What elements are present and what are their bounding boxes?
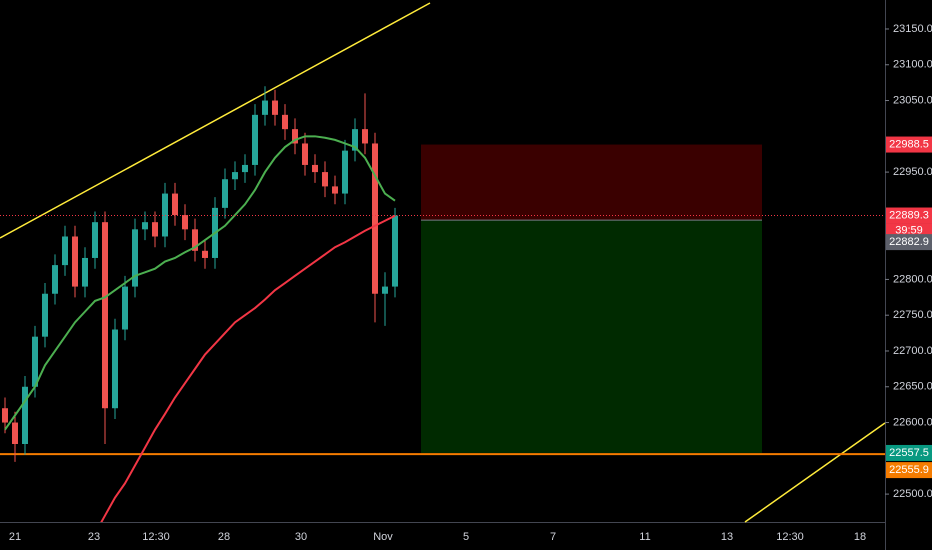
y-tick-label: 22950.0	[893, 166, 932, 178]
x-tick-label: 12:30	[776, 531, 804, 543]
candle-body	[312, 164, 318, 173]
candle-body	[132, 229, 138, 287]
candle-body	[202, 250, 208, 258]
candle-body	[62, 236, 68, 266]
price-badge	[886, 207, 932, 224]
y-tick-label: 23050.0	[893, 94, 932, 106]
candle-body	[332, 186, 338, 194]
price-badge-label: 22555.9	[889, 464, 929, 476]
candle-body	[92, 222, 98, 258]
candle-body	[152, 222, 158, 237]
y-tick-label: 22750.0	[893, 309, 932, 321]
y-tick-label: 22500.0	[893, 488, 932, 500]
candle-body	[352, 129, 358, 151]
price-badge	[886, 462, 932, 479]
candle-body	[112, 329, 118, 409]
candle-body	[342, 150, 348, 194]
x-tick-label: 11	[639, 531, 650, 543]
candle-body	[22, 386, 28, 445]
x-tick-label: 30	[295, 531, 307, 543]
candle-body	[292, 129, 298, 144]
x-tick-label: 21	[9, 531, 21, 543]
y-tick-label: 23150.0	[893, 23, 932, 35]
price-badge-label: 22557.5	[889, 447, 929, 459]
stop-zone	[421, 144, 762, 221]
moving-average	[4, 135, 396, 431]
candle-body	[242, 164, 248, 173]
candle-body	[172, 193, 178, 216]
candle-body	[282, 114, 288, 130]
candle-body	[222, 179, 228, 208]
candle-body	[2, 408, 8, 423]
candle-body	[252, 114, 258, 165]
countdown-badge	[886, 223, 932, 238]
candle-body	[102, 222, 108, 409]
candle-body	[52, 265, 58, 294]
y-tick-label: 22800.0	[893, 273, 932, 285]
candle-body	[122, 286, 128, 330]
candle-body	[272, 100, 278, 115]
price-badge	[886, 444, 932, 461]
candle-body	[182, 215, 188, 230]
candle-body	[12, 422, 18, 445]
candle-body	[392, 215, 398, 287]
y-tick-label: 22600.0	[893, 416, 932, 428]
x-tick-label: 28	[218, 531, 230, 543]
price-badge-label: 22889.3	[889, 209, 929, 221]
candle-body	[262, 100, 268, 115]
target-zone	[421, 220, 762, 453]
candle-body	[362, 129, 368, 144]
trend-line	[0, 2, 431, 239]
y-tick-label: 23100.0	[893, 59, 932, 71]
candle-body	[162, 193, 168, 237]
candle-body	[192, 229, 198, 251]
candle-body	[232, 172, 238, 180]
candle-body	[382, 286, 388, 294]
price-badge	[886, 234, 932, 251]
x-tick-label: Nov	[373, 531, 393, 543]
x-tick-label: 23	[88, 531, 100, 543]
candle-body	[82, 257, 88, 287]
moving-average	[100, 214, 396, 522]
price-badge	[886, 136, 932, 153]
candle-body	[32, 336, 38, 387]
countdown-label: 39:59	[895, 224, 923, 236]
candle-body	[72, 236, 78, 287]
x-tick-label: 18	[854, 531, 866, 543]
candle-body	[302, 143, 308, 165]
x-tick-label: 13	[721, 531, 733, 543]
x-tick-label: 5	[463, 531, 469, 543]
x-tick-label: 12:30	[142, 531, 170, 543]
candle-body	[372, 143, 378, 294]
candle-body	[142, 222, 148, 230]
y-tick-label: 22650.0	[893, 381, 932, 393]
plot-area	[0, 86, 885, 522]
candle-body	[42, 293, 48, 337]
trend-line	[744, 422, 886, 523]
price-badge-label: 22882.9	[889, 236, 929, 248]
price-badge-label: 22988.5	[889, 138, 929, 150]
y-tick-label: 22700.0	[893, 345, 932, 357]
candle-body	[322, 172, 328, 187]
x-tick-label: 7	[550, 531, 556, 543]
